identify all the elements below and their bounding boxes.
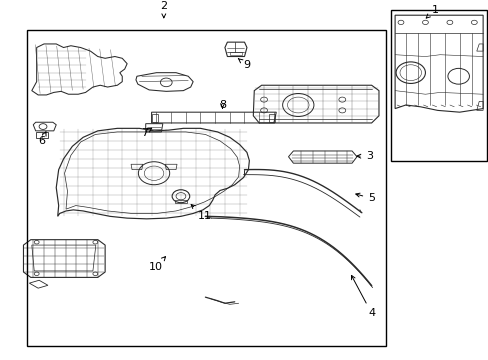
Text: 10: 10 [148, 257, 165, 272]
Bar [27, 30, 386, 346]
Text: 5: 5 [355, 193, 374, 203]
Text: 8: 8 [219, 100, 225, 110]
Text: 7: 7 [141, 128, 151, 138]
Text: 3: 3 [356, 151, 372, 161]
Text: 6: 6 [38, 132, 46, 146]
Text: 4: 4 [351, 275, 374, 318]
Text: 9: 9 [238, 59, 250, 71]
Bar [390, 10, 486, 161]
Text: 11: 11 [191, 204, 211, 221]
Text: 1: 1 [426, 5, 438, 18]
Text: 2: 2 [160, 1, 167, 18]
